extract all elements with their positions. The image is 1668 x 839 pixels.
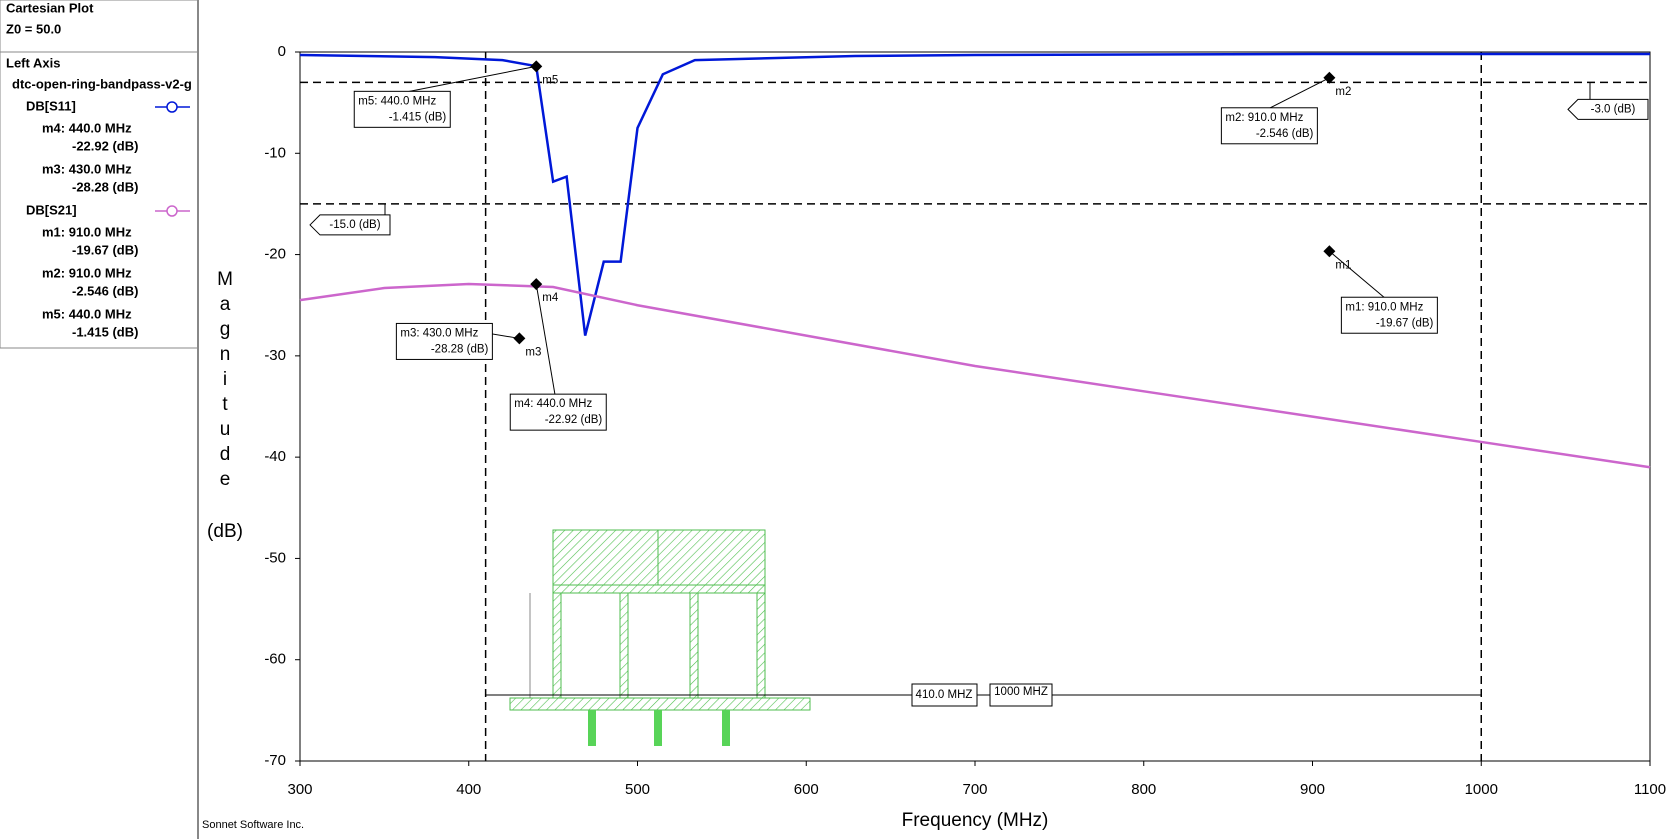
marker-leader bbox=[1266, 77, 1330, 111]
marker-box bbox=[509, 393, 607, 431]
x-tick-label: 300 bbox=[287, 781, 312, 798]
y-axis-unit: (dB) bbox=[207, 521, 243, 542]
marker-box bbox=[1220, 107, 1318, 145]
y-tick-label: -40 bbox=[264, 448, 286, 465]
x-tick-label: 400 bbox=[456, 781, 481, 798]
marker-value: -28.28 (dB) bbox=[72, 179, 138, 194]
marker-box bbox=[353, 90, 451, 128]
marker-freq: m5: 440.0 MHz bbox=[42, 306, 132, 321]
axis-heading: Left Axis bbox=[6, 55, 60, 70]
plot-type: Cartesian Plot bbox=[6, 0, 94, 15]
span-label: 410.0 MHZ bbox=[916, 689, 973, 701]
plot-frame bbox=[299, 51, 1651, 762]
marker-value: -28.28 (dB) bbox=[431, 343, 489, 355]
x-tick-label: 700 bbox=[962, 781, 987, 798]
marker bbox=[530, 60, 543, 73]
y-tick-label: -70 bbox=[264, 752, 286, 769]
marker-box bbox=[395, 322, 493, 360]
legend-label: DB[S21] bbox=[26, 202, 77, 217]
marker-name: m2 bbox=[1335, 86, 1351, 98]
marker-freq: m4: 440.0 MHz bbox=[42, 120, 132, 135]
marker-name: m3 bbox=[525, 346, 541, 358]
x-tick-label: 600 bbox=[794, 781, 819, 798]
legend-symbol bbox=[166, 205, 178, 217]
marker-name: m1 bbox=[1335, 259, 1351, 271]
span-box bbox=[911, 683, 978, 707]
marker bbox=[513, 332, 526, 345]
ref-label-box bbox=[309, 214, 391, 236]
marker-freq: m3: 430.0 MHz bbox=[400, 327, 478, 339]
ref-label-box bbox=[1567, 98, 1649, 120]
x-tick-label: 900 bbox=[1300, 781, 1325, 798]
legend-label: DB[S11] bbox=[26, 98, 76, 113]
x-axis-label: Frequency (MHz) bbox=[902, 810, 1049, 831]
ref-label: -15.0 (dB) bbox=[329, 219, 380, 231]
legend-box bbox=[0, 51, 199, 349]
marker-freq: m2: 910.0 MHz bbox=[42, 265, 132, 280]
marker-freq: m1: 910.0 MHz bbox=[1345, 301, 1423, 313]
y-tick-label: 0 bbox=[278, 43, 286, 60]
footer: Sonnet Software Inc. bbox=[202, 819, 304, 831]
marker-value: -2.546 (dB) bbox=[72, 283, 138, 298]
marker-value: -19.67 (dB) bbox=[72, 242, 138, 257]
marker-value: -1.415 (dB) bbox=[72, 324, 138, 339]
x-tick-label: 500 bbox=[625, 781, 650, 798]
y-tick-label: -10 bbox=[264, 144, 286, 161]
x-tick-label: 1000 bbox=[1465, 781, 1498, 798]
y-tick-label: -30 bbox=[264, 347, 286, 364]
y-tick-label: -20 bbox=[264, 246, 286, 263]
y-tick-label: -60 bbox=[264, 651, 286, 668]
marker bbox=[530, 278, 543, 291]
series-line bbox=[299, 282, 1651, 469]
marker bbox=[1323, 71, 1336, 84]
marker-value: -1.415 (dB) bbox=[389, 111, 447, 123]
marker-box bbox=[1340, 296, 1438, 334]
span-box bbox=[989, 683, 1053, 707]
y-tick-label: -50 bbox=[264, 549, 286, 566]
marker-value: -19.67 (dB) bbox=[1376, 317, 1434, 329]
marker-leader bbox=[535, 284, 556, 397]
x-tick-label: 800 bbox=[1131, 781, 1156, 798]
marker-name: m4 bbox=[542, 292, 559, 304]
marker-freq: m4: 440.0 MHz bbox=[514, 398, 592, 410]
layout-inset bbox=[509, 529, 811, 746]
marker-value: -22.92 (dB) bbox=[72, 138, 138, 153]
marker-freq: m1: 910.0 MHz bbox=[42, 224, 132, 239]
marker-leader bbox=[1329, 250, 1387, 300]
ref-label: -3.0 (dB) bbox=[1591, 103, 1636, 115]
marker-freq: m3: 430.0 MHz bbox=[42, 161, 132, 176]
z0: Z0 = 50.0 bbox=[6, 21, 61, 36]
project-name: dtc-open-ring-bandpass-v2-g bbox=[12, 76, 192, 91]
marker-value: -2.546 (dB) bbox=[1256, 128, 1314, 140]
marker-freq: m5: 440.0 MHz bbox=[358, 95, 436, 107]
series-line bbox=[299, 52, 1650, 336]
marker bbox=[1323, 245, 1336, 258]
span-label: 1000 MHZ bbox=[994, 686, 1048, 698]
marker-leader bbox=[399, 65, 537, 94]
marker-value: -22.92 (dB) bbox=[545, 414, 603, 426]
x-tick-label: 1100 bbox=[1634, 781, 1666, 798]
marker-freq: m2: 910.0 MHz bbox=[1225, 112, 1303, 124]
legend-list: DB[S11] m4: 440.0 MHz -22.92 (dB) m3: 430.0… bbox=[26, 98, 190, 339]
marker-name: m5 bbox=[542, 74, 558, 86]
legend-symbol bbox=[166, 101, 178, 113]
